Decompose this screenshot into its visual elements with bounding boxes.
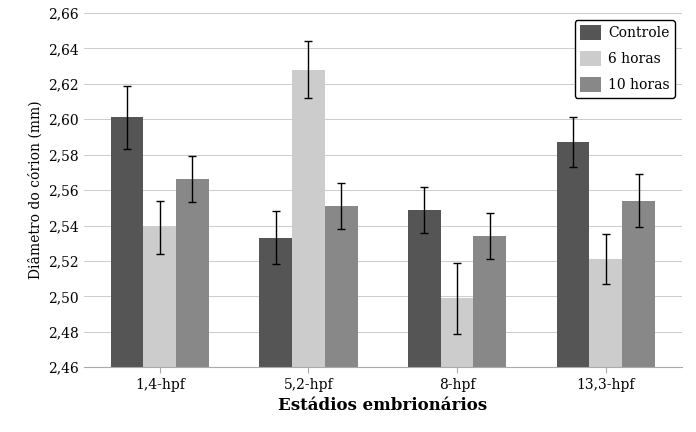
Bar: [143, 227, 176, 432]
Bar: [408, 210, 441, 432]
Y-axis label: Diâmetro do córion (mm): Diâmetro do córion (mm): [28, 101, 42, 280]
Bar: [292, 70, 325, 432]
Bar: [622, 201, 655, 432]
Legend: Controle, 6 horas, 10 horas: Controle, 6 horas, 10 horas: [575, 20, 675, 98]
Bar: [590, 259, 622, 432]
Bar: [441, 298, 473, 432]
Bar: [325, 206, 358, 432]
Bar: [260, 238, 292, 432]
X-axis label: Estádios embrionários: Estádios embrionários: [278, 397, 487, 414]
Bar: [473, 236, 506, 432]
Bar: [111, 118, 143, 432]
Bar: [557, 142, 590, 432]
Bar: [176, 179, 209, 432]
